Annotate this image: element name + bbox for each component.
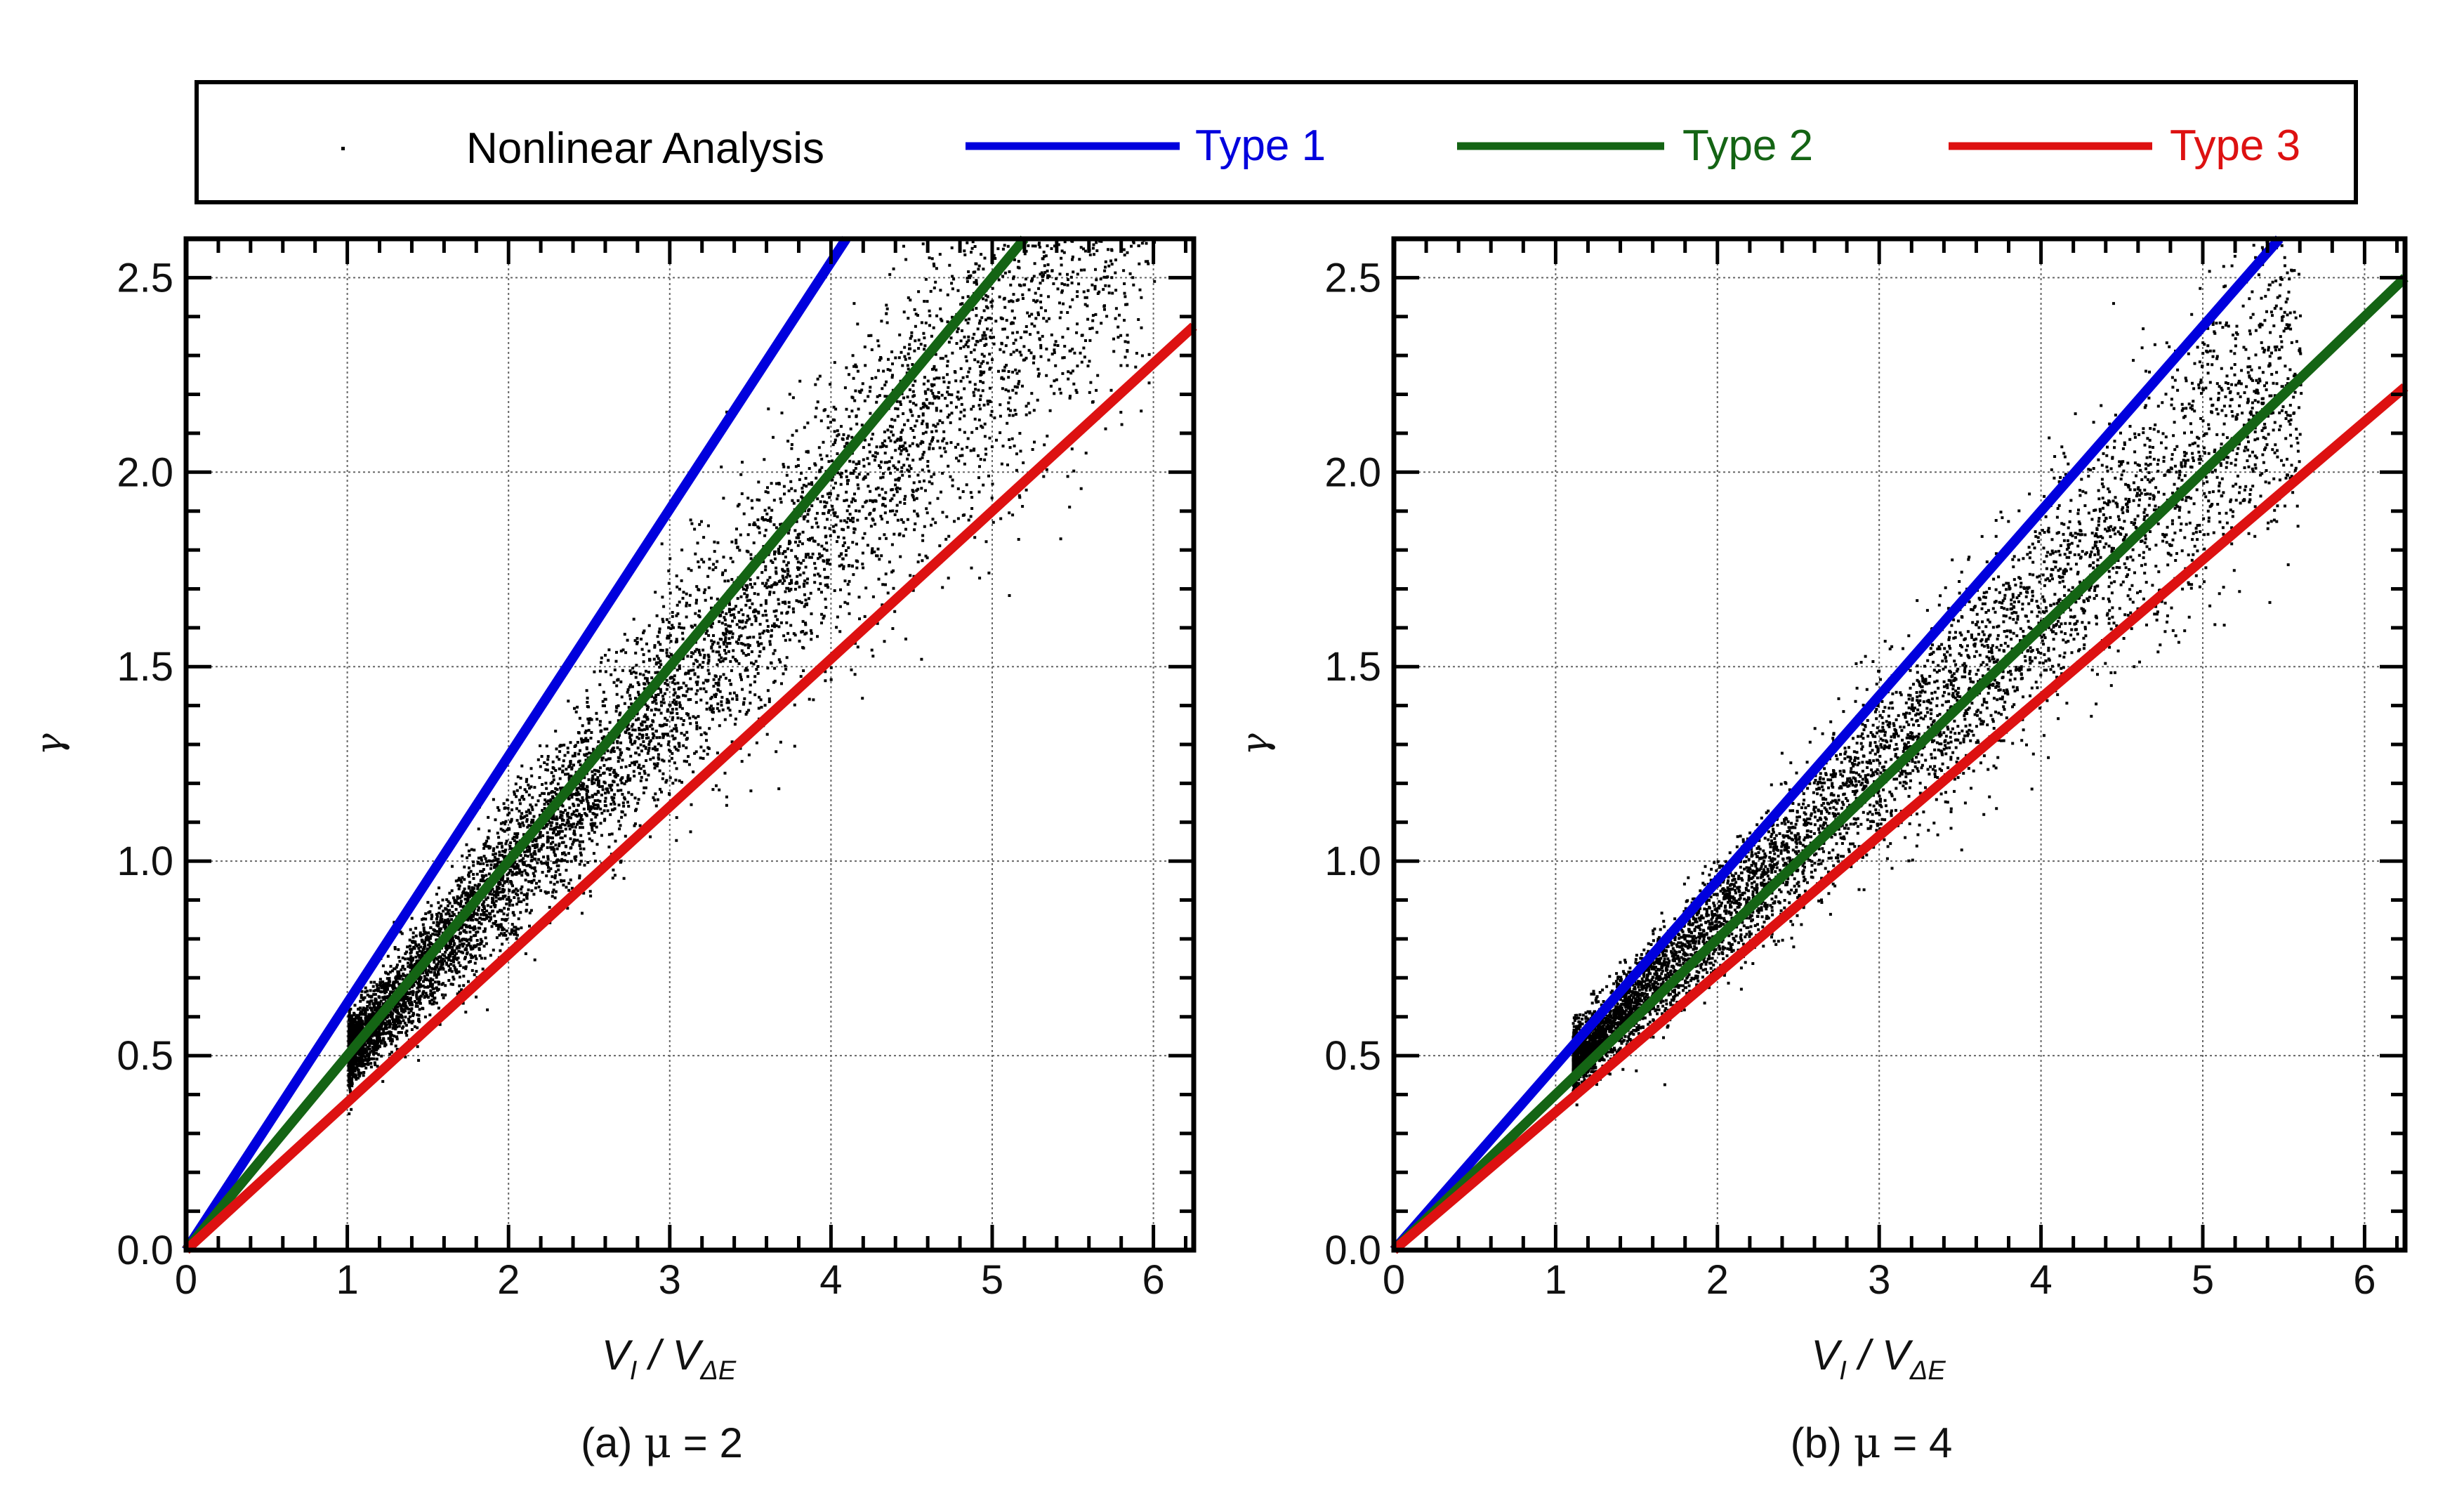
panel-a-tick-labels: 0 1 2 3 4 5 6 0.0 0.5 1.0 1.5 2.0 2.5 [117,255,1164,1303]
y-tick-label: 0.5 [117,1033,173,1079]
y-tick-label: 2.5 [1324,255,1381,301]
x-tick-label: 0 [1383,1257,1405,1303]
y-tick-label: 0.0 [1324,1228,1381,1273]
nonlinear-analysis-points [347,239,1157,1115]
x-tick-label: 3 [659,1257,681,1303]
panel-b-series-lines [1390,235,2409,1254]
x-tick-label: 1 [1544,1257,1567,1303]
legend-label-type1: Type 1 [1195,121,1326,170]
x-tick-label: 4 [819,1257,842,1303]
x-tick-label: 4 [2029,1257,2052,1303]
x-tick-label: 6 [2353,1257,2376,1303]
series-line-type-2 [182,235,1029,1254]
x-tick-label: 6 [1142,1257,1164,1303]
legend: Nonlinear Analysis Type 1 Type 2 Type 3 [195,80,2358,204]
x-tick-label: 5 [981,1257,1003,1303]
panel-a-caption: (a) μ = 2 [581,1419,743,1468]
y-tick-label: 2.0 [117,449,173,495]
x-tick-label: 1 [336,1257,358,1303]
panel-a-series-lines [182,235,1197,1254]
y-tick-label: 1.0 [1324,839,1381,884]
x-tick-label: 0 [175,1257,197,1303]
panel-a-frame [183,236,1197,1253]
y-tick-label: 1.5 [117,644,173,690]
y-tick-label: 0.5 [1324,1033,1381,1079]
y-tick-label: 2.0 [1324,449,1381,495]
series-line-type-2 [1390,274,2409,1254]
legend-label-nonlinear: Nonlinear Analysis [466,124,824,173]
panel-a-x-axis-label: VI / VΔE [602,1332,737,1386]
x-tick-label: 2 [1706,1257,1729,1303]
series-line-type-3 [183,322,1197,1254]
y-tick-label: 0.0 [117,1228,173,1273]
series-line-type-1 [1390,235,2284,1254]
panel-b-x-axis-label: VI / VΔE [1811,1332,1946,1386]
legend-label-type3: Type 3 [2170,121,2300,170]
panel-b-caption: (b) μ = 4 [1791,1419,1953,1468]
x-tick-label: 5 [2192,1257,2214,1303]
nonlinear-analysis-points [1572,239,2303,1107]
series-line-type-1 [182,236,850,1253]
series-line-type-3 [1390,383,2409,1254]
panel-a-grid [186,239,1194,1250]
legend-label-type2: Type 2 [1682,121,1813,170]
panel-a-y-axis-label: γ [29,733,71,756]
y-tick-label: 1.5 [1324,644,1381,690]
panel-a: 0 1 2 3 4 5 6 0.0 0.5 1.0 1.5 2.0 2.5 γ VI / VΔE (a)… [29,235,1197,1468]
x-tick-label: 2 [497,1257,520,1303]
panel-a-ticks [184,237,1194,1252]
legend-dot-marker [341,147,345,150]
panel-b-y-axis-label: γ [1234,733,1277,756]
x-tick-label: 3 [1868,1257,1890,1303]
panel-b-frame [1391,236,2408,1253]
panel-b-scatter-points [1572,239,2303,1107]
panel-b: 0 1 2 3 4 5 6 0.0 0.5 1.0 1.5 2.0 2.5 γ VI / VΔE (b)… [1234,235,2409,1468]
y-tick-label: 2.5 [117,255,173,301]
y-tick-label: 1.0 [117,839,173,884]
panel-b-tick-labels: 0 1 2 3 4 5 6 0.0 0.5 1.0 1.5 2.0 2.5 [1324,255,2376,1303]
panel-a-scatter-points [347,239,1157,1115]
